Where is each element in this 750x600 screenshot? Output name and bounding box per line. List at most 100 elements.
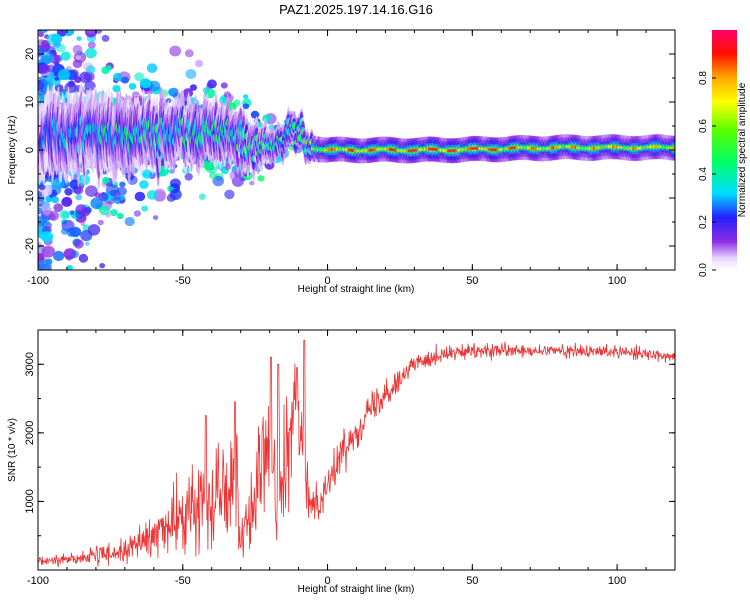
spectrogram-blob	[54, 22, 62, 29]
spectrogram-blob	[242, 94, 249, 99]
spectrogram-blob	[198, 193, 206, 200]
spectrogram-blob	[69, 210, 75, 215]
spectrogram-blob	[182, 88, 194, 98]
spectrogram-blob	[73, 0, 84, 3]
spectrogram-blob	[257, 175, 265, 182]
spectrogram-y-ticks: -20 -10 0 10 20	[24, 29, 675, 271]
spectrogram-blob	[51, 196, 59, 204]
x-tick-label: 0	[324, 575, 330, 587]
spectrogram-blob	[119, 181, 126, 188]
spectrogram-blob	[116, 212, 124, 220]
spectrogram-blob	[224, 189, 235, 200]
spectrogram-blob	[48, 0, 61, 10]
spectrogram-blob	[84, 241, 90, 246]
spectrogram-blob	[34, 0, 43, 6]
y-tick-label: 1000	[24, 489, 36, 513]
spectrogram-blob	[85, 30, 97, 34]
spectrogram-blob	[249, 180, 255, 186]
spectrogram-blob	[189, 84, 197, 91]
spectrogram-blob	[169, 45, 182, 57]
spectrogram-blob	[44, 287, 50, 293]
spectrogram-blob	[185, 69, 197, 79]
colorbar-tick-label: 0.6	[698, 119, 709, 133]
spectrogram-blob	[229, 169, 243, 182]
spectrogram-blob	[73, 239, 84, 249]
snr-series-line	[37, 339, 676, 568]
spectrogram-blob	[53, 312, 58, 317]
spectrogram-blob	[75, 55, 81, 61]
spectrogram-blob	[38, 79, 45, 91]
spectrogram-blob	[153, 215, 159, 221]
spectrogram-blob	[78, 253, 89, 263]
y-tick-label: 10	[24, 96, 36, 108]
spectrogram-blob	[134, 191, 146, 202]
spectrogram-blob	[105, 212, 111, 218]
spectrogram-blob	[139, 180, 149, 189]
spectrogram-blob	[38, 253, 45, 262]
spectrogram-blob	[98, 192, 109, 202]
x-tick-label: -50	[175, 575, 191, 587]
spectrogram-blob	[85, 185, 98, 197]
y-tick-label: 20	[24, 48, 36, 60]
spectrogram-blob	[184, 49, 194, 58]
spectrogram-blob	[72, 44, 83, 55]
spectrogram-blob	[38, 242, 42, 247]
spectrogram-blob	[59, 210, 70, 220]
spectrogram-blob	[110, 209, 118, 217]
spectrogram-blob	[74, 16, 81, 22]
spectrogram-blob	[64, 188, 73, 196]
spectrogram-blob	[46, 33, 60, 46]
colorbar-tick-label: 0.0	[698, 263, 709, 277]
spectrogram-blob	[60, 227, 69, 235]
spectrogram-blob	[87, 41, 96, 49]
x-tick-label: 100	[608, 575, 626, 587]
spectrogram-blob	[107, 11, 113, 17]
x-tick-label: -100	[27, 275, 49, 287]
spectrogram-blob	[105, 65, 112, 71]
spectrogram-blob	[48, 210, 60, 221]
spectrogram-blob	[38, 184, 46, 191]
colorbar-tick-label: 0.8	[698, 71, 709, 85]
spectrogram-blob	[148, 80, 161, 92]
spectrogram-blob	[40, 231, 54, 243]
spectrogram-blob	[141, 205, 149, 212]
spectrogram-blob	[242, 103, 250, 110]
snr-background	[38, 330, 675, 570]
spectrogram-blob	[184, 173, 193, 181]
spectrogram-blob	[79, 71, 92, 84]
spectrogram-ridge	[38, 80, 675, 189]
spectrogram-blob	[139, 78, 152, 89]
spectrogram-blob	[169, 178, 181, 189]
snr-y-ticks: 1000 2000 3000	[24, 329, 675, 571]
spectrogram-blob	[134, 72, 145, 81]
spectrogram-blob	[169, 189, 182, 200]
spectrogram-blob	[128, 83, 137, 90]
spectrogram-blob	[102, 176, 110, 184]
y-tick-label: 0	[24, 147, 36, 153]
spectrogram-blob	[133, 210, 141, 217]
spectrogram-blob	[34, 22, 42, 29]
spectrogram-blob	[38, 215, 47, 227]
spectrogram-blob	[39, 30, 48, 34]
spectrogram-blob	[90, 197, 103, 210]
spectrogram-blob	[41, 245, 56, 258]
snr-panel: -100 -50 0 50 100 1000 2000 3000 Height of str…	[7, 329, 676, 595]
spectrogram-blob	[70, 250, 79, 259]
spectrogram-blob	[167, 88, 176, 96]
spectrogram-blob	[203, 160, 214, 171]
spectrogram-blob	[54, 76, 60, 81]
spectrogram-blob	[224, 163, 232, 170]
spectrogram-blob	[53, 203, 63, 213]
spectrogram-blob	[69, 226, 82, 238]
spectrogram-blob	[146, 63, 158, 74]
y-tick-label: 3000	[24, 352, 36, 376]
colorbar-label: Normalized spectral amplitude	[737, 82, 748, 217]
snr-x-label: Height of straight line (km)	[298, 584, 415, 595]
spectrogram-blob	[49, 272, 57, 279]
spectrogram-blob	[55, 43, 66, 53]
spectrogram-blob	[121, 76, 129, 84]
spectrogram-blob	[52, 6, 59, 13]
spectrogram-blob	[57, 69, 71, 81]
